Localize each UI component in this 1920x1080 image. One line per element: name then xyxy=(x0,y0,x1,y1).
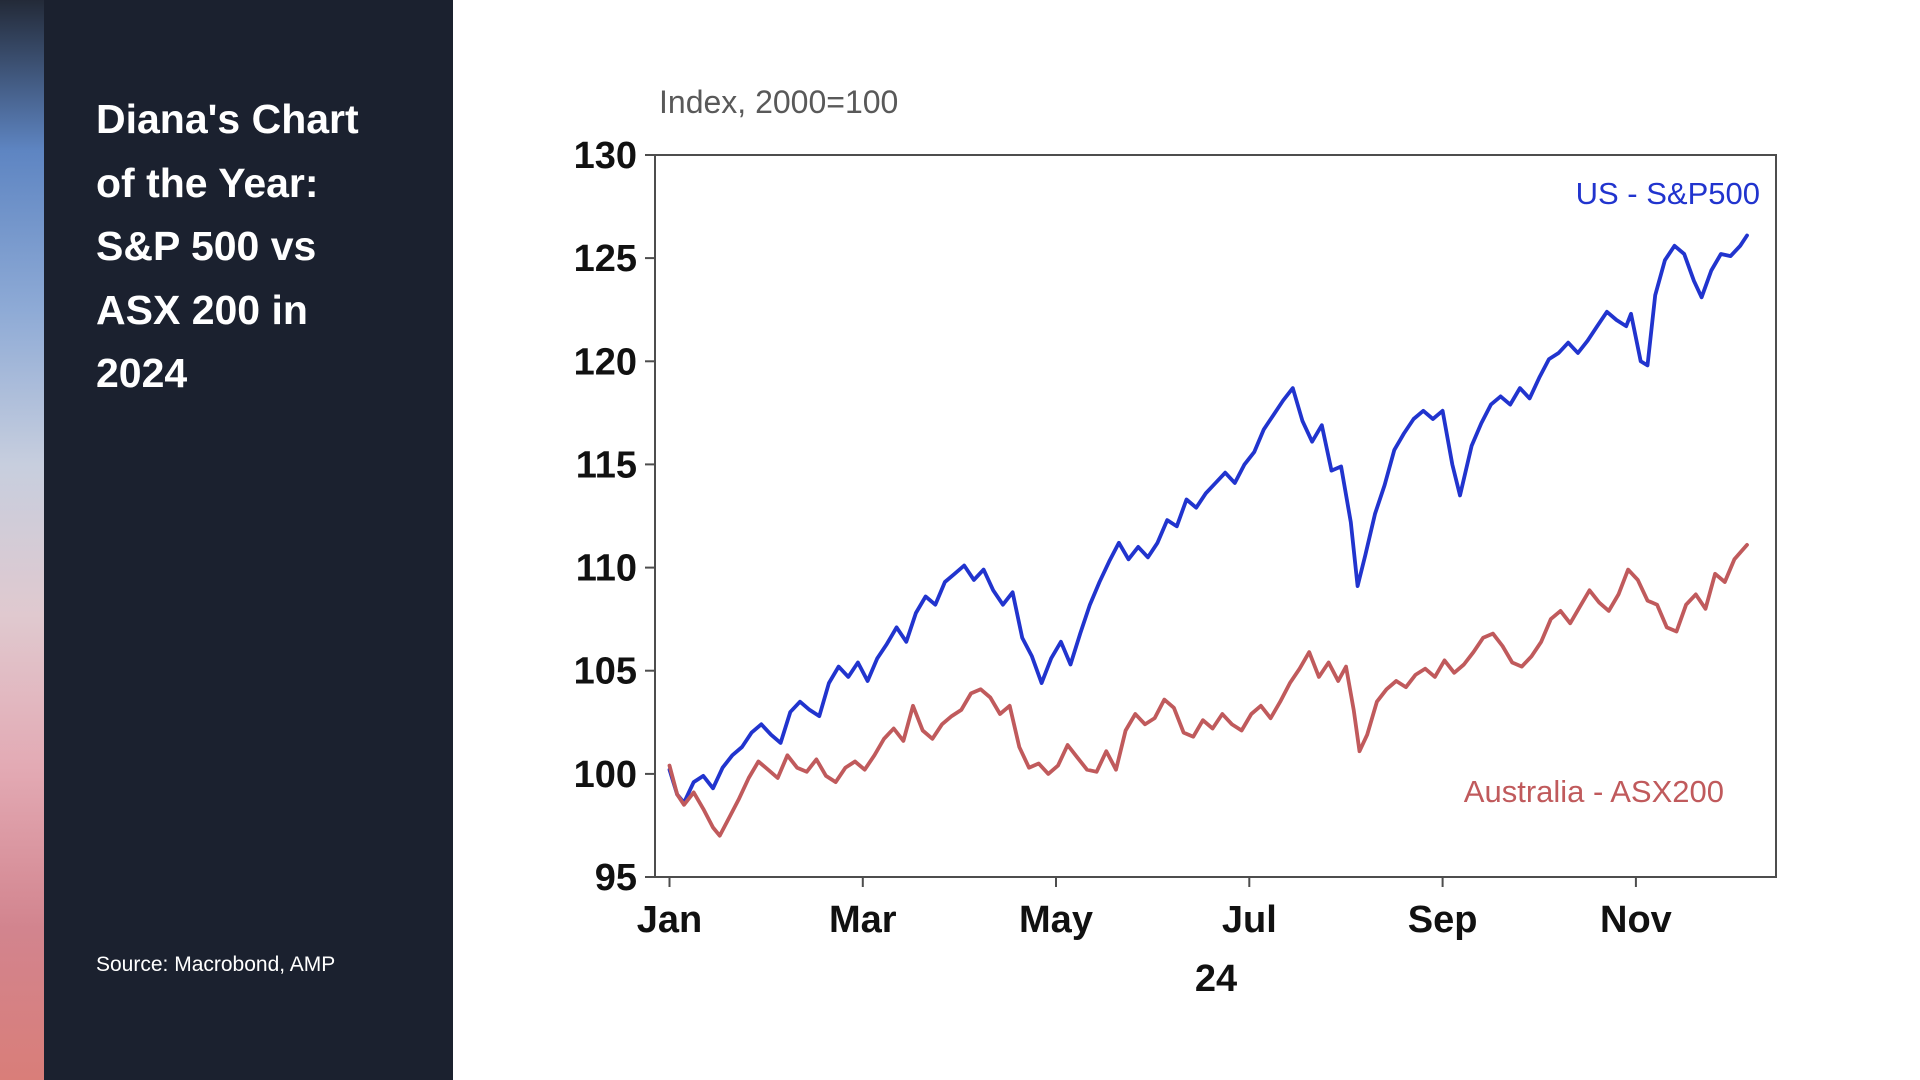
decorative-gradient-strip xyxy=(0,0,44,1080)
series-label-asx200: Australia - ASX200 xyxy=(1463,774,1724,809)
x-tick-label: Nov xyxy=(1600,899,1672,941)
y-tick-label: 105 xyxy=(574,651,637,693)
slide-title: Diana's Chart of the Year: S&P 500 vs AS… xyxy=(96,96,359,397)
x-tick-label: May xyxy=(1019,899,1093,941)
y-tick-label: 125 xyxy=(574,238,637,280)
source-note: Source: Macrobond, AMP xyxy=(96,953,336,976)
series-line-sp500 xyxy=(667,233,1749,805)
line-chart: 95 100 105 110 115 120 125 130 Jan Mar May Jul Sep No… xyxy=(574,135,1777,941)
chart-subtitle: Index, 2000=100 xyxy=(659,84,899,120)
y-tick-label: 95 xyxy=(595,857,637,899)
x-tick-label: Jul xyxy=(1222,899,1277,941)
chart-area: Index, 2000=100 95 100 105 110 115 120 125 130 J… xyxy=(453,0,1920,1080)
y-tick-label: 115 xyxy=(576,444,637,486)
y-tick-label: 130 xyxy=(574,135,637,177)
y-tick-label: 100 xyxy=(574,754,637,796)
y-tick-label: 110 xyxy=(576,548,637,590)
x-tick-label: Mar xyxy=(829,899,897,941)
x-tick-label: Jan xyxy=(637,899,702,941)
y-tick-label: 120 xyxy=(574,341,637,383)
x-tick-label: Sep xyxy=(1408,899,1478,941)
series-label-sp500: US - S&P500 xyxy=(1575,176,1760,211)
plot-frame xyxy=(654,154,1777,878)
series-line-asx200 xyxy=(667,543,1749,838)
x-axis-year-label: 24 xyxy=(1194,958,1238,1000)
sidebar: Diana's Chart of the Year: S&P 500 vs AS… xyxy=(44,0,453,1080)
